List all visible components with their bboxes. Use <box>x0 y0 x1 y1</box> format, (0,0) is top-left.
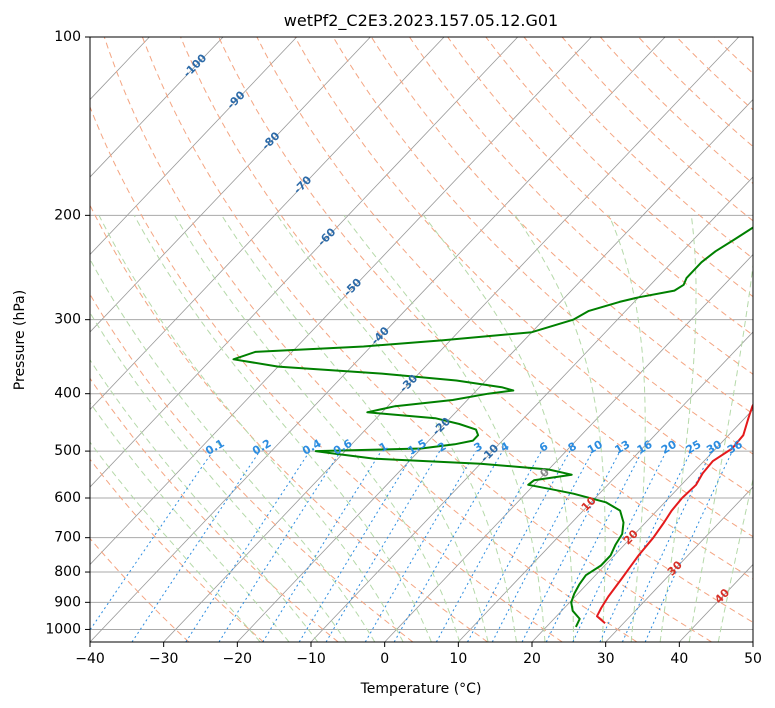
y-tick-label: 400 <box>54 386 81 402</box>
dry-adiabat-line <box>90 204 488 642</box>
dry-adiabat-line <box>599 37 753 185</box>
dry-adiabat-line <box>90 293 414 642</box>
isotherm-line <box>90 37 445 411</box>
dry-adiabat-line <box>141 37 712 642</box>
isotherm-line <box>605 486 753 642</box>
moist-adiabat-line <box>98 215 404 642</box>
x-tick-label: 30 <box>597 651 615 667</box>
dry-adiabat-line <box>103 37 638 642</box>
dry-adiabat-line <box>294 37 753 496</box>
isotherm-line <box>531 408 753 642</box>
dry-adiabat-line <box>638 37 753 148</box>
moist-adiabat-line <box>90 258 376 642</box>
moist-adiabat-line <box>90 311 347 642</box>
isotherm-line <box>752 641 753 642</box>
y-tick-label: 200 <box>54 207 81 223</box>
isotherm-line <box>237 98 753 642</box>
isotherm-line <box>90 37 298 256</box>
moist-adiabat-line <box>423 214 575 642</box>
isotherm-line <box>458 331 753 642</box>
x-tick-label: 10 <box>449 651 467 667</box>
mixing-ratio-line <box>521 450 621 642</box>
moist-adiabat-line <box>221 215 489 642</box>
isotherm-line <box>90 37 519 488</box>
x-tick-label: 40 <box>670 651 688 667</box>
mixing-ratio-line <box>545 450 643 642</box>
x-tick-label: 20 <box>523 651 541 667</box>
x-tick-label: 0 <box>380 651 389 667</box>
isotherm-line <box>384 253 753 642</box>
isotherm-line <box>90 37 592 566</box>
dry-adiabat-line <box>332 37 753 455</box>
moist-adiabat-line <box>276 215 517 642</box>
moist-adiabat-line <box>608 215 646 642</box>
moist-adiabat-line <box>688 261 753 642</box>
y-tick-label: 1000 <box>45 621 81 637</box>
mixing-ratio-line <box>572 450 667 642</box>
temperature-profile-line <box>596 403 753 624</box>
dry-adiabat-line <box>752 37 753 38</box>
mixing-ratio-line <box>298 450 416 642</box>
mixing-ratio-line <box>491 450 594 642</box>
isotherm-line <box>0 37 2 642</box>
dry-adiabat-line <box>180 37 753 623</box>
y-tick-label: 800 <box>54 564 81 580</box>
x-tick-label: 50 <box>744 651 762 667</box>
plot-frame <box>89 36 754 643</box>
dewpoint-profile-line <box>232 226 753 628</box>
isotherm-line <box>90 37 224 178</box>
y-axis-label: Pressure (hPa) <box>12 290 28 390</box>
mixing-ratio-line <box>435 450 542 642</box>
moist-adiabat-line <box>133 215 432 642</box>
moist-adiabat-line <box>90 358 319 642</box>
profiles <box>232 226 753 628</box>
x-tick-label: −40 <box>75 651 105 667</box>
chart-title: wetPf2_C2E3.2023.157.05.12.G01 <box>284 11 558 31</box>
dry-adiabat-line <box>90 377 339 642</box>
mixing-ratio-line <box>393 450 504 642</box>
y-tick-label: 500 <box>54 443 81 459</box>
y-tick-label: 700 <box>54 530 81 546</box>
mixing-ratio-line <box>262 450 382 642</box>
y-tick-label: 100 <box>54 29 81 45</box>
mixing-ratio-line <box>467 450 571 642</box>
y-tick-label: 300 <box>54 312 81 328</box>
dry-adiabat-line <box>370 37 753 415</box>
mixing-ratio-line <box>131 450 261 642</box>
plot-background <box>90 37 753 642</box>
x-tick-label: −30 <box>149 651 179 667</box>
moist-adiabat-line <box>343 215 546 642</box>
mixing-ratio-line <box>599 450 692 642</box>
x-tick-label: −10 <box>296 651 326 667</box>
mixing-ratio-line <box>90 450 214 631</box>
axis-ticks: −40 −30 −20 −10 0 10 20 30 40 50 100 200 300 400 500 60… <box>45 29 762 667</box>
dry-adiabat-line <box>218 37 753 580</box>
x-tick-label: −20 <box>223 651 253 667</box>
dry-adiabat-line <box>485 37 753 298</box>
y-tick-label: 600 <box>54 490 81 506</box>
moist-adiabat-line <box>514 215 606 642</box>
isotherm-line <box>90 37 666 642</box>
dry-adiabat-line <box>409 37 753 375</box>
x-axis-label: Temperature (°C) <box>360 681 482 697</box>
isotherm-line <box>90 37 371 333</box>
mixing-ratio-line <box>364 450 477 642</box>
moist-adiabat-line <box>659 215 697 642</box>
y-tick-label: 900 <box>54 594 81 610</box>
dry-adiabat-line <box>90 105 563 642</box>
dry-adiabat-line <box>447 37 753 336</box>
mixing-ratio-line <box>325 450 441 642</box>
dry-adiabat-line <box>90 458 264 642</box>
